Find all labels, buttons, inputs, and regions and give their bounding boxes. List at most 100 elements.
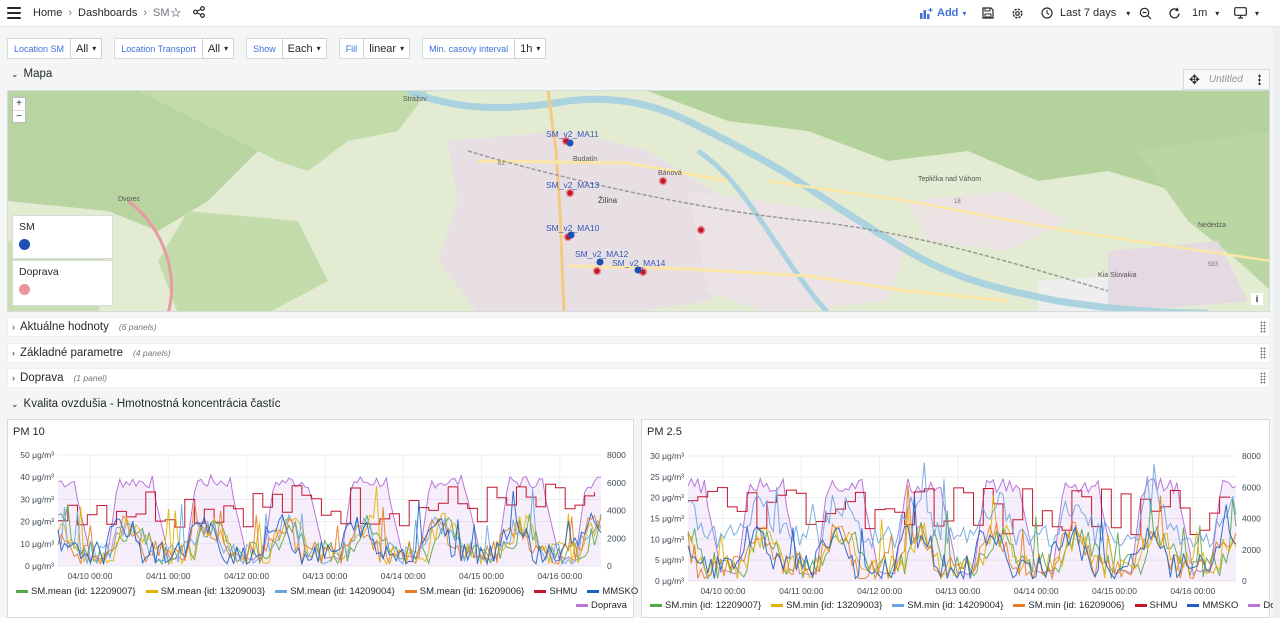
doprava-marker[interactable]: [565, 188, 575, 198]
y2-tick-label: 8000: [1242, 451, 1261, 461]
legend-item[interactable]: SM.min {id: 16209006}: [1013, 600, 1125, 611]
sm-marker[interactable]: [567, 231, 575, 239]
map-panel-header[interactable]: ✥ Untitled: [1183, 69, 1270, 90]
x-tick-label: 04/14 00:00: [381, 571, 426, 581]
y-tick-label: 0 μg/m³: [25, 561, 54, 571]
chevron-down-icon: ▾: [1215, 8, 1220, 18]
doprava-marker[interactable]: [696, 225, 706, 235]
legend-swatch: [275, 590, 288, 593]
variable-label-show: Show: [246, 38, 283, 59]
time-range-picker[interactable]: Last 7 days ▾: [1041, 7, 1130, 19]
map-town-label: Dvorec: [118, 196, 141, 203]
panel-menu-icon[interactable]: [1258, 74, 1261, 85]
legend-label: MMSKO: [1202, 600, 1239, 611]
row-title: Mapa: [23, 68, 53, 80]
settings-gear-icon[interactable]: [1011, 7, 1024, 23]
x-tick-label: 04/15 00:00: [459, 571, 504, 581]
chart-panel-pm10[interactable]: PM 10 0 μg/m³ 10 μg/m³ 20 μg/m³ 30 μg/m³ 40 …: [7, 419, 638, 618]
chevron-down-icon: ▾: [92, 44, 97, 53]
variable-value: All: [76, 42, 89, 55]
chart-svg[interactable]: 0 μg/m³ 10 μg/m³ 20 μg/m³ 30 μg/m³ 40 μg/m³ 5…: [8, 420, 635, 618]
row-panel-count: (4 panels): [132, 348, 171, 358]
drag-handle-icon[interactable]: [1260, 321, 1266, 333]
legend-item[interactable]: SM.mean {id: 16209006}: [404, 586, 525, 597]
variable-select-fill[interactable]: linear ▾: [363, 38, 411, 59]
move-icon[interactable]: ✥: [1189, 71, 1200, 87]
share-icon[interactable]: [193, 6, 205, 21]
chevron-down-icon: ▾: [962, 8, 967, 18]
sm-marker[interactable]: [566, 139, 574, 147]
row-kvalita-ovzdusia[interactable]: ⌄ Kvalita ovzdušia - Hmotnostná koncentr…: [7, 394, 1270, 414]
road: [477, 159, 729, 183]
urban-area: [908, 191, 1068, 251]
row-title: Aktuálne hodnoty: [20, 321, 109, 333]
breadcrumb-home[interactable]: Home: [33, 7, 63, 19]
add-button[interactable]: Add ▾: [920, 7, 966, 19]
y2-tick-label: 6000: [1242, 482, 1261, 492]
legend-item[interactable]: SM.mean {id: 12209007}: [16, 586, 136, 597]
zoom-out-button[interactable]: −: [13, 110, 25, 122]
sm-marker[interactable]: [634, 266, 642, 274]
variable-select-min-interval[interactable]: 1h ▾: [514, 38, 547, 59]
save-icon[interactable]: [982, 7, 994, 22]
series-line-2: [57, 488, 602, 566]
row-title: Základné parametre: [20, 347, 123, 359]
variable-select-show[interactable]: Each ▾: [281, 38, 327, 59]
row-zakladne-parametre[interactable]: › Základné parametre (4 panels): [7, 343, 1270, 363]
legend-label: SM.mean {id: 16209006}: [419, 586, 525, 597]
y-tick-label: 25 μg/m³: [650, 472, 684, 482]
tv-mode-button[interactable]: ▾: [1234, 7, 1259, 19]
series-line-0: [57, 504, 602, 566]
x-tick-label: 04/16 00:00: [537, 571, 582, 581]
legend-item[interactable]: SM.min {id: 12209007}: [650, 600, 761, 611]
map-panel[interactable]: Strážov Žilina Bánová Teplička nad Váhom…: [7, 90, 1270, 312]
legend-item[interactable]: SHMU: [1134, 600, 1177, 611]
legend-item[interactable]: MMSKO: [1187, 600, 1238, 611]
breadcrumb-dashboards[interactable]: Dashboards: [78, 7, 138, 19]
drag-handle-icon[interactable]: [1260, 372, 1266, 384]
legend-item[interactable]: Doprava: [576, 600, 627, 611]
star-icon[interactable]: ☆: [170, 5, 182, 20]
chevron-down-icon: ▾: [400, 44, 405, 53]
map-attribution-info-icon[interactable]: i: [1251, 293, 1263, 305]
legend-item[interactable]: SHMU: [534, 586, 577, 597]
legend-label: SM: [19, 221, 35, 233]
y2-tick-label: 8000: [607, 450, 626, 460]
x-tick-label: 04/13 00:00: [302, 571, 347, 581]
map-canvas[interactable]: Strážov Žilina Bánová Teplička nad Váhom…: [8, 91, 1270, 312]
legend-item[interactable]: SM.mean {id: 14209004}: [275, 586, 395, 597]
row-panel-count: (1 panel): [73, 373, 108, 383]
x-tick-label: 04/10 00:00: [68, 571, 113, 581]
chevron-right-icon: ›: [12, 322, 15, 332]
zoom-in-button[interactable]: +: [16, 98, 22, 109]
legend-item[interactable]: SM.min {id: 13209003}: [771, 600, 882, 611]
menu-icon[interactable]: [7, 7, 21, 19]
legend-item[interactable]: SM.mean {id: 13209003}: [145, 586, 265, 597]
row-aktualne-hodnoty[interactable]: › Aktuálne hodnoty (6 panels): [7, 317, 1270, 337]
chart-svg[interactable]: 0 μg/m³ 5 μg/m³ 10 μg/m³ 15 μg/m³ 20 μg/m³ 25…: [642, 420, 1271, 618]
doprava-marker[interactable]: [658, 176, 668, 186]
variable-select-location-transport[interactable]: All ▾: [201, 38, 235, 59]
refresh-interval-picker[interactable]: 1m ▾: [1192, 7, 1219, 19]
y-tick-label: 50 μg/m³: [20, 450, 54, 460]
row-mapa[interactable]: ⌄ Mapa: [7, 64, 1270, 84]
y-tick-label: 5 μg/m³: [655, 555, 684, 565]
variable-select-location-sm[interactable]: All ▾: [70, 38, 103, 59]
chevron-down-icon: ▾: [224, 44, 229, 53]
sm-marker[interactable]: [596, 258, 604, 266]
page-scrollbar[interactable]: [1273, 27, 1280, 618]
legend-item[interactable]: MMSKO: [587, 586, 638, 597]
legend-item[interactable]: SM.min {id: 14209004}: [892, 600, 1003, 611]
legend-swatch: [587, 590, 600, 593]
x-tick-label: 04/14 00:00: [1014, 586, 1059, 596]
x-tick-label: 04/10 00:00: [701, 586, 746, 596]
river: [406, 91, 1209, 311]
legend-item[interactable]: Doprava: [1248, 600, 1280, 611]
refresh-icon[interactable]: [1168, 7, 1181, 23]
drag-handle-icon[interactable]: [1260, 347, 1266, 359]
row-doprava[interactable]: › Doprava (1 panel): [7, 368, 1270, 388]
chart-panel-pm25[interactable]: PM 2.5 0 μg/m³ 5 μg/m³ 10 μg/m³ 15 μg/m³ 20 …: [641, 419, 1280, 618]
series-shmu-line: [58, 483, 595, 528]
doprava-marker[interactable]: [592, 266, 602, 276]
zoom-out-icon[interactable]: [1139, 7, 1152, 23]
